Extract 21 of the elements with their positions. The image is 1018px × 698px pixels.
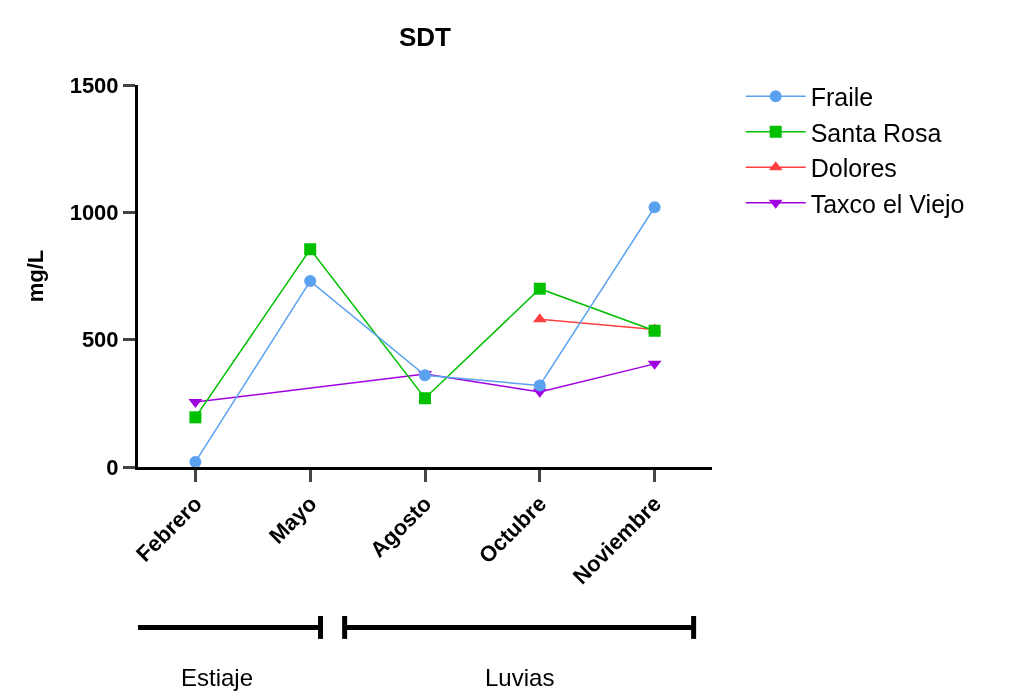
- legend-label: Fraile: [810, 83, 874, 112]
- point: [304, 275, 317, 288]
- point: [304, 243, 317, 256]
- point: [419, 392, 431, 405]
- legend-label: Dolores: [810, 154, 897, 183]
- legend-label: Taxco el Viejo: [810, 189, 965, 218]
- y-tick-label: 0: [106, 454, 119, 480]
- y-axis-title: mg/L: [23, 249, 49, 303]
- chart-title: SDT: [399, 22, 452, 53]
- y-tick-label: 1000: [69, 200, 119, 226]
- point: [648, 324, 661, 337]
- point: [648, 201, 661, 214]
- point: [189, 455, 202, 467]
- point: [189, 411, 202, 424]
- text: Luvias: [485, 664, 555, 691]
- point: [533, 379, 546, 392]
- legend-label: Santa Rosa: [810, 118, 942, 147]
- point: [533, 282, 546, 295]
- y-tick-label: 500: [81, 327, 119, 353]
- text: Estiaje: [181, 664, 254, 691]
- y-tick-label: 1500: [69, 72, 119, 98]
